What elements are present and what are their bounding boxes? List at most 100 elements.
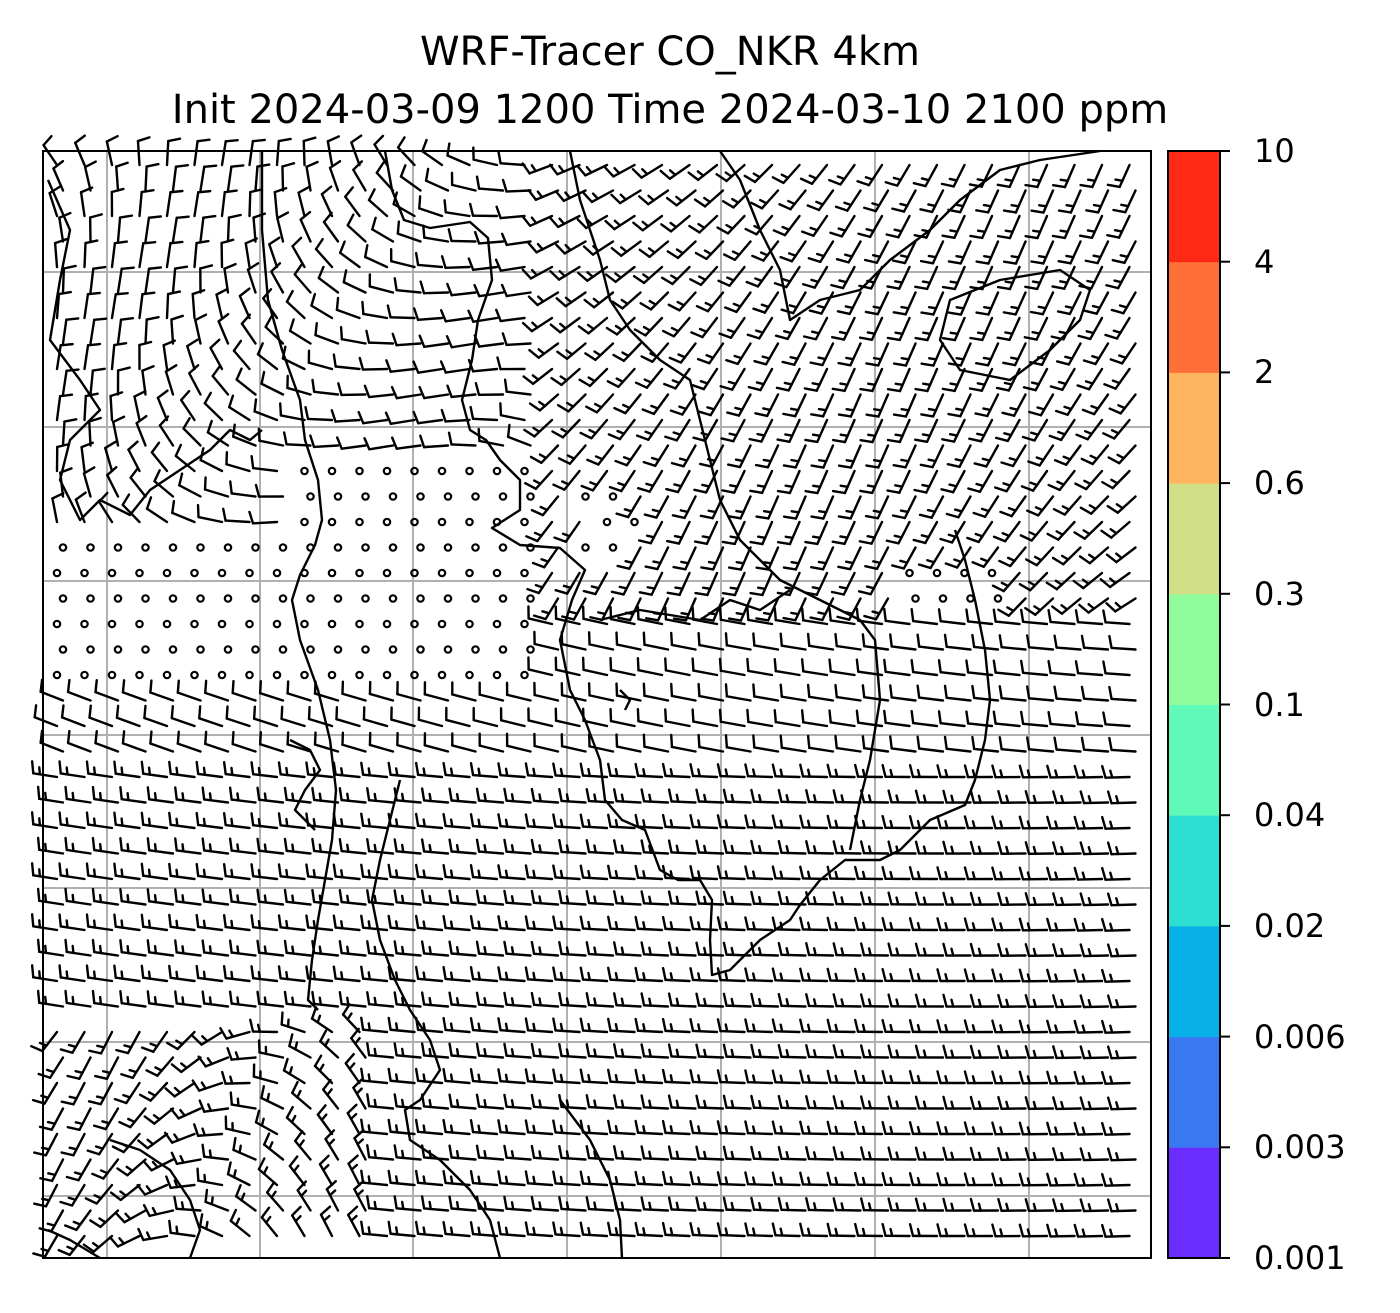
wind-barb	[720, 418, 746, 443]
wind-barb	[611, 291, 642, 310]
wind-barb	[86, 1132, 114, 1156]
wind-barb	[1020, 710, 1049, 728]
wind-barb	[558, 1042, 587, 1059]
wind-barb	[887, 942, 917, 957]
wind-barb	[521, 162, 554, 175]
calm-wind-marker	[52, 568, 62, 578]
wind-barb	[750, 788, 780, 804]
wind-barb	[782, 597, 807, 622]
wind-barb	[307, 349, 334, 371]
wind-barb	[201, 786, 230, 804]
wind-barb	[969, 1095, 1000, 1110]
wind-barb	[524, 1170, 554, 1187]
wind-barb	[661, 1170, 691, 1187]
wind-barb	[771, 967, 801, 983]
calm-wind-marker	[245, 619, 254, 629]
wind-barb	[419, 434, 450, 449]
wind-barb	[176, 730, 202, 753]
wind-barb	[199, 264, 214, 294]
wind-barb	[914, 1044, 945, 1059]
wind-barb	[613, 1145, 642, 1161]
wind-barb	[357, 410, 389, 425]
wind-barb	[1078, 546, 1110, 565]
wind-barb	[752, 632, 780, 651]
wind-barb	[503, 1093, 532, 1110]
wind-barb	[526, 571, 554, 595]
wind-barb	[826, 967, 856, 983]
calm-wind-marker	[443, 594, 453, 603]
calm-wind-marker	[361, 492, 370, 501]
calm-wind-marker	[190, 670, 199, 680]
wind-barb	[527, 240, 560, 254]
wind-barb	[240, 313, 257, 345]
wind-barb	[969, 1044, 1000, 1059]
wind-barb	[695, 291, 725, 313]
wind-barb	[55, 393, 74, 422]
wind-barb	[532, 597, 560, 621]
wind-barb	[615, 631, 642, 651]
wind-barb	[527, 605, 554, 626]
wind-barb	[883, 607, 911, 626]
wind-barb	[322, 211, 340, 243]
wind-barb	[946, 444, 972, 469]
wind-barb	[368, 731, 395, 753]
wind-barb	[499, 707, 526, 728]
wind-barb	[722, 788, 752, 804]
wind-barb	[691, 367, 719, 391]
calm-wind-marker	[416, 645, 425, 654]
wind-barb	[936, 1019, 966, 1034]
wind-barb	[991, 968, 1021, 983]
calm-wind-marker	[300, 670, 309, 680]
wind-barb	[505, 681, 532, 702]
wind-barb	[859, 469, 884, 495]
wind-barb	[772, 214, 801, 237]
wind-barb	[179, 389, 196, 422]
wind-barb	[113, 760, 141, 779]
wind-barb	[527, 189, 560, 201]
wind-barb	[749, 571, 774, 597]
wind-barb	[776, 520, 801, 546]
wind-barb	[688, 214, 719, 234]
wind-barb	[220, 138, 239, 167]
calm-wind-marker	[135, 619, 144, 629]
wind-barb	[853, 1120, 884, 1136]
wind-barb	[634, 1170, 664, 1187]
wind-barb	[831, 520, 856, 546]
wind-barb	[467, 257, 499, 272]
wind-barb	[1101, 1223, 1131, 1238]
wind-barb	[697, 393, 725, 417]
wind-barb	[475, 940, 505, 957]
wind-barb	[1101, 1019, 1131, 1034]
wind-barb	[1049, 367, 1076, 391]
wind-barb	[118, 1107, 147, 1129]
wind-barb	[802, 316, 829, 341]
wind-barb	[965, 710, 994, 728]
calm-wind-marker	[58, 594, 68, 603]
wind-barb	[150, 441, 169, 473]
wind-barb	[396, 220, 422, 243]
wind-barb	[664, 418, 691, 442]
wind-barb	[1073, 866, 1104, 881]
wind-barb	[810, 444, 835, 469]
wind-barb	[1076, 367, 1104, 391]
wind-barb	[670, 682, 697, 702]
calm-wind-marker	[526, 492, 535, 501]
wind-barb	[859, 1095, 890, 1110]
wind-barb	[503, 889, 532, 906]
wind-barb	[755, 495, 780, 520]
wind-barb	[727, 495, 752, 520]
wind-barb	[585, 890, 615, 906]
wind-barb	[64, 785, 92, 804]
wind-barb	[195, 913, 224, 932]
wind-barb	[1102, 418, 1131, 440]
calm-wind-marker	[465, 619, 474, 629]
wind-barb	[777, 1196, 807, 1212]
wind-barb	[448, 1195, 477, 1212]
wind-barb	[942, 840, 972, 855]
wind-barb	[776, 469, 801, 495]
wind-barb	[258, 680, 285, 702]
wind-barb	[549, 316, 581, 334]
colorbar-tick-label: 0.3	[1254, 574, 1305, 613]
wind-barb	[168, 811, 196, 830]
calm-wind-marker	[223, 594, 233, 603]
